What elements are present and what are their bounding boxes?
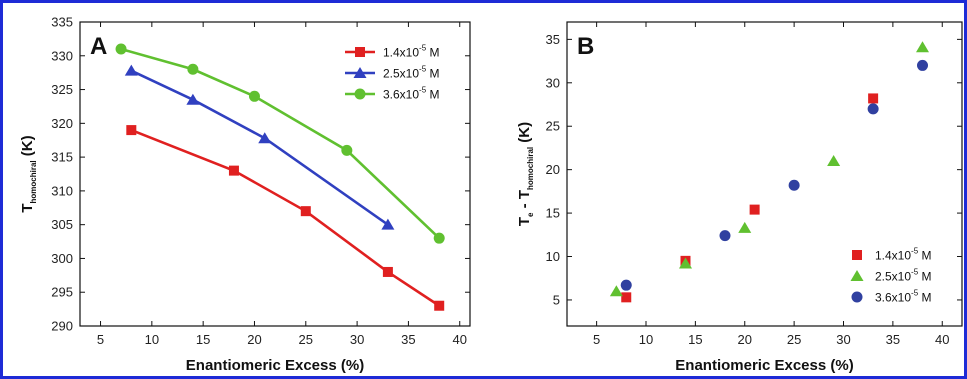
y-tick-label: 20	[546, 162, 560, 177]
x-tick-label: 25	[299, 332, 313, 347]
legend-entry-label: 1.4x10-5 M	[875, 247, 932, 263]
x-axis-title: Enantiomeric Excess (%)	[675, 357, 853, 374]
data-point	[719, 230, 731, 242]
y-tick-label: 30	[546, 75, 560, 90]
legend-marker	[354, 88, 366, 100]
y-tick-label: 315	[51, 150, 73, 165]
legend-marker	[850, 270, 864, 281]
x-tick-label: 40	[453, 332, 467, 347]
data-point	[621, 292, 632, 303]
x-tick-label: 5	[593, 332, 600, 347]
y-tick-label: 330	[51, 48, 73, 63]
legend-entry-label: 2.5x10-5 M	[875, 268, 932, 284]
y-tick-label: 305	[51, 217, 73, 232]
y-tick-label: 15	[546, 206, 560, 221]
data-point	[679, 257, 692, 269]
series-line	[130, 69, 389, 226]
data-point	[341, 144, 353, 156]
y-tick-label: 295	[51, 285, 73, 300]
legend: 1.4x10-5 M 2.5x10-5 M 3.6x10-5 M	[345, 44, 440, 102]
data-point	[187, 63, 199, 75]
series-2	[609, 41, 929, 297]
x-tick-label: 35	[886, 332, 900, 347]
x-tick-label: 15	[196, 332, 210, 347]
data-point	[867, 103, 879, 115]
y-tick-label: 335	[51, 15, 73, 30]
x-tick-label: 35	[401, 332, 415, 347]
data-point	[749, 204, 760, 215]
legend-marker	[852, 250, 862, 260]
x-tick-label: 10	[639, 332, 653, 347]
data-point	[434, 300, 445, 311]
legend-entry-label: 1.4x10-5 M	[383, 44, 440, 60]
legend-marker	[353, 67, 367, 78]
x-tick-label: 20	[738, 332, 752, 347]
x-tick-label: 10	[145, 332, 159, 347]
y-tick-label: 325	[51, 82, 73, 97]
series-line	[130, 128, 440, 307]
series-1	[621, 93, 879, 303]
y-tick-label: 25	[546, 119, 560, 134]
x-tick-label: 15	[688, 332, 702, 347]
series-3	[620, 59, 928, 291]
chart-panel-B: 5 10 15 20 25 30 35 40 5 10 15 20 25 30 35 Enantiomeric…	[516, 21, 963, 374]
y-tick-label: 290	[51, 319, 73, 334]
x-tick-label: 30	[836, 332, 850, 347]
data-point	[609, 285, 623, 297]
data-point	[381, 218, 395, 230]
y-tick-label: 5	[553, 292, 560, 307]
data-point	[228, 165, 239, 176]
x-tick-label: 5	[97, 332, 104, 347]
panel-label: A	[90, 33, 107, 60]
legend: 1.4x10-5 M 2.5x10-5 M 3.6x10-5 M	[850, 247, 932, 305]
x-axis-title: Enantiomeric Excess (%)	[186, 357, 364, 374]
x-tick-label: 20	[247, 332, 261, 347]
x-tick-label: 25	[787, 332, 801, 347]
x-tick-label: 40	[935, 332, 949, 347]
plot-frame	[566, 21, 963, 327]
y-tick-label: 35	[546, 32, 560, 47]
data-point	[258, 132, 272, 144]
y-tick-label: 300	[51, 251, 73, 266]
data-point	[382, 266, 393, 277]
data-point	[124, 64, 138, 76]
data-point	[126, 125, 137, 136]
data-point	[868, 93, 879, 104]
y-axis-title: Te - Thomochiral (K)	[516, 122, 535, 226]
data-point	[433, 232, 445, 244]
legend-marker	[851, 291, 863, 303]
legend-marker	[355, 47, 365, 57]
data-point	[916, 41, 929, 53]
y-axis-title: Thomochiral (K)	[19, 135, 38, 212]
y-tick-label: 320	[51, 116, 73, 131]
data-point	[248, 90, 260, 102]
series-2	[124, 64, 395, 230]
series-3	[115, 43, 445, 244]
legend-entry-label: 3.6x10-5 M	[875, 289, 932, 305]
data-point	[917, 59, 928, 71]
data-point	[115, 43, 127, 55]
y-tick-label: 10	[546, 249, 560, 264]
data-point	[186, 93, 200, 105]
chart-panel-A: 5 10 15 20 25 30 35 40 290 295 300 305 310 315 320 325 3…	[19, 15, 471, 374]
legend-entry-label: 2.5x10-5 M	[383, 65, 440, 81]
series-1	[126, 125, 445, 311]
y-tick-label: 310	[51, 183, 73, 198]
data-point	[827, 154, 841, 166]
data-point	[300, 206, 311, 217]
data-point	[620, 279, 632, 291]
data-point	[738, 221, 752, 233]
legend-entry-label: 3.6x10-5 M	[383, 86, 440, 102]
data-point	[788, 179, 800, 191]
plot-frame	[79, 21, 471, 327]
x-tick-label: 30	[350, 332, 364, 347]
panel-label: B	[577, 33, 594, 60]
